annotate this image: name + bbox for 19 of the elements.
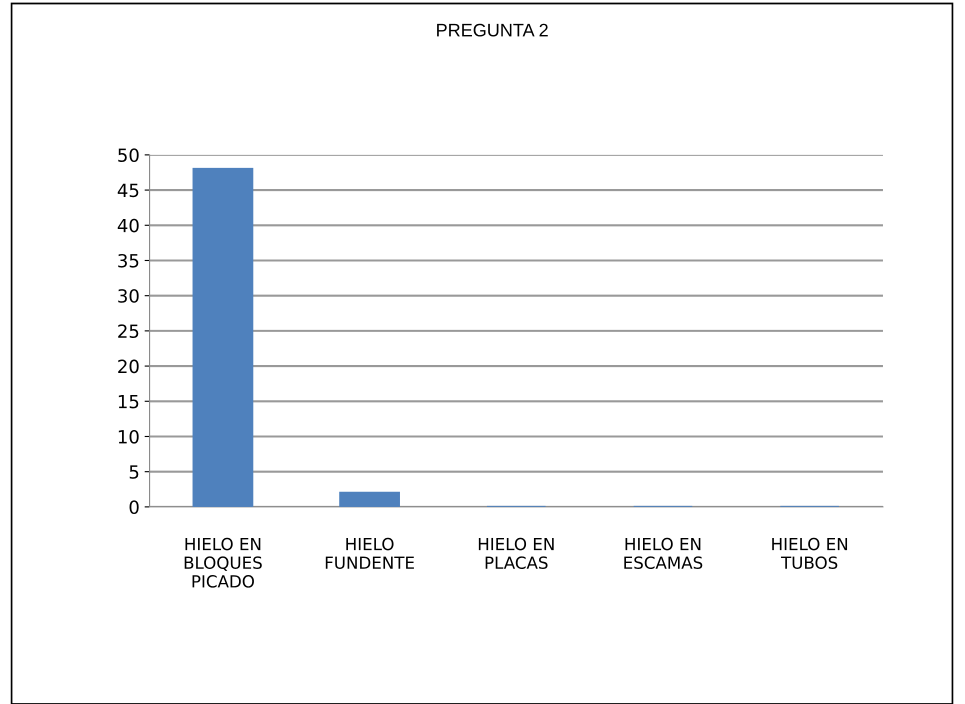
y-tick-label: 15 [118, 394, 138, 408]
bar [339, 492, 400, 507]
y-tick-label: 25 [118, 324, 138, 338]
y-tick-label: 20 [118, 360, 139, 374]
y-tick-label: 40 [118, 218, 139, 232]
y-tick-label: 10 [118, 430, 139, 444]
bar [192, 168, 254, 507]
x-tick-label: HIELO EN TUBOS [772, 538, 848, 569]
x-tick-label: HIELO EN ESCAMAS [624, 538, 702, 569]
y-tick-label: 45 [118, 184, 138, 198]
y-tick-label: 35 [118, 254, 138, 268]
x-tick-label: HIELO EN PLACAS [478, 538, 554, 569]
x-tick-label: HIELO FUNDENTE [326, 538, 414, 569]
y-tick-label: 30 [118, 289, 139, 303]
y-tick-label: 0 [130, 500, 139, 514]
x-tick-label: HIELO EN BLOQUES PICADO [184, 538, 262, 588]
chart-title: PREGUNTA 2 [437, 24, 548, 37]
y-tick-label: 50 [118, 148, 139, 162]
y-tick-label: 5 [130, 465, 138, 479]
